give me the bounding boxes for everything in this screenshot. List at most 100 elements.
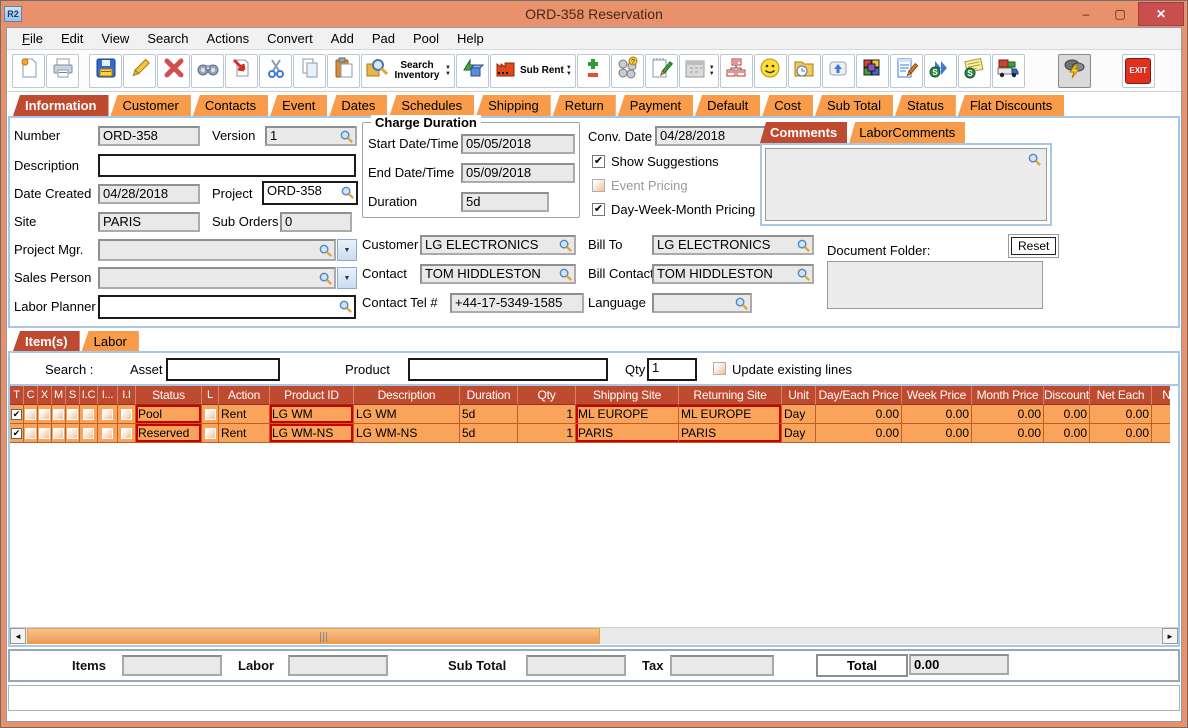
cell-week-price[interactable]: 0.00: [902, 405, 972, 424]
cell-m-checkbox[interactable]: [52, 424, 66, 443]
invoice-button[interactable]: S: [957, 53, 991, 88]
cell-qty[interactable]: 1: [518, 424, 576, 443]
labor-planner-search-icon[interactable]: [338, 299, 353, 314]
col-header-ic[interactable]: I.C: [80, 386, 98, 405]
project-mgr-search-icon[interactable]: [318, 243, 333, 258]
version-search-icon[interactable]: [339, 129, 354, 144]
cell-t-checkbox[interactable]: [10, 424, 24, 443]
cell-ii-checkbox[interactable]: [118, 424, 136, 443]
cell-action[interactable]: Rent: [219, 424, 270, 443]
cell-c-checkbox[interactable]: [24, 424, 38, 443]
cell-description[interactable]: LG WM-NS: [354, 424, 460, 443]
number-field[interactable]: ORD-358: [98, 126, 200, 146]
maximize-button[interactable]: ▢: [1114, 7, 1126, 21]
comments-search-icon[interactable]: [1027, 152, 1042, 167]
shortcut-key-button[interactable]: [821, 53, 855, 88]
project-mgr-dropdown[interactable]: ▼: [337, 239, 357, 261]
cell-net-price-partial[interactable]: [1152, 405, 1170, 424]
cell-s-checkbox[interactable]: [66, 424, 80, 443]
tab-labor-comments[interactable]: LaborComments: [849, 122, 966, 143]
cell-net-price-partial[interactable]: [1152, 424, 1170, 443]
cell-idots-checkbox[interactable]: [98, 405, 118, 424]
col-header-day-each-price[interactable]: Day/Each Price: [816, 386, 902, 405]
col-header-shipping-site[interactable]: Shipping Site: [576, 386, 679, 405]
qty-input[interactable]: 1: [647, 358, 697, 381]
tab-schedules[interactable]: Schedules: [389, 95, 475, 116]
sub-rent-dropdown-icon[interactable]: ▼ ▼: [565, 64, 572, 77]
quick-actions-button[interactable]: [1057, 53, 1091, 88]
comments-textarea[interactable]: [765, 148, 1047, 221]
menu-actions[interactable]: Actions: [206, 31, 250, 46]
tab-comments[interactable]: Comments: [760, 122, 848, 143]
cell-s-checkbox[interactable]: [66, 405, 80, 424]
cell-discount[interactable]: 0.00: [1044, 405, 1090, 424]
sub-rent-button[interactable]: Sub Rent ▼ ▼: [489, 53, 576, 88]
calendar-button[interactable]: ▼ ▼: [678, 53, 719, 88]
notes-button[interactable]: [644, 53, 678, 88]
col-header-discount[interactable]: Discount: [1044, 386, 1090, 405]
product-input[interactable]: [408, 358, 608, 381]
bill-to-search-icon[interactable]: [796, 238, 811, 253]
update-lines-checkbox[interactable]: [713, 362, 726, 375]
description-field[interactable]: [98, 154, 356, 177]
smiley-button[interactable]: [753, 53, 787, 88]
minimize-button[interactable]: –: [1082, 7, 1090, 21]
paste-button[interactable]: [327, 53, 360, 88]
col-header-l[interactable]: L: [202, 386, 219, 405]
search-inventory-button[interactable]: Search Inventory ▼ ▼: [361, 53, 455, 88]
bill-to-field[interactable]: LG ELECTRONICS: [652, 235, 814, 255]
end-date-field[interactable]: 05/09/2018: [461, 163, 575, 183]
language-field[interactable]: [652, 293, 752, 313]
tab-customer[interactable]: Customer: [110, 95, 191, 116]
cell-l-checkbox[interactable]: [202, 424, 219, 443]
edit-button[interactable]: [123, 53, 156, 88]
sub-orders-field[interactable]: 0: [280, 212, 352, 232]
tab-payment[interactable]: Payment: [617, 95, 694, 116]
cell-t-checkbox[interactable]: [10, 405, 24, 424]
col-header-net-each[interactable]: Net Each: [1090, 386, 1152, 405]
delete-button[interactable]: [157, 53, 190, 88]
folder-history-button[interactable]: [787, 53, 821, 88]
search-inventory-dropdown-icon[interactable]: ▼ ▼: [445, 64, 451, 77]
cell-duration[interactable]: 5d: [460, 405, 518, 424]
pool-button[interactable]: ?: [610, 53, 644, 88]
tab-information[interactable]: Information: [13, 95, 109, 116]
col-header-ii[interactable]: I.I: [118, 386, 136, 405]
col-header-week-price[interactable]: Week Price: [902, 386, 972, 405]
cell-week-price[interactable]: 0.00: [902, 424, 972, 443]
cell-net-each[interactable]: 0.00: [1090, 424, 1152, 443]
cut-button[interactable]: [259, 53, 292, 88]
col-header-unit[interactable]: Unit: [782, 386, 816, 405]
hierarchy-button[interactable]: [719, 53, 753, 88]
bill-contact-search-icon[interactable]: [796, 267, 811, 282]
horizontal-scrollbar[interactable]: ◄ ►: [10, 627, 1178, 644]
tab-status[interactable]: Status: [894, 95, 956, 116]
col-header-c[interactable]: C: [24, 386, 38, 405]
col-header-net-price-partial[interactable]: N: [1152, 386, 1170, 405]
menu-add[interactable]: Add: [330, 31, 354, 46]
cell-day-each-price[interactable]: 0.00: [816, 424, 902, 443]
cell-unit[interactable]: Day: [782, 405, 816, 424]
document-folder-area[interactable]: [827, 261, 1043, 309]
cell-x-checkbox[interactable]: [38, 424, 52, 443]
cell-ic-checkbox[interactable]: [80, 424, 98, 443]
truck-button[interactable]: [991, 53, 1025, 88]
table-row[interactable]: Reserved Rent LG WM-NS LG WM-NS 5d 1 PAR…: [10, 424, 1170, 443]
cell-c-checkbox[interactable]: [24, 405, 38, 424]
cell-day-each-price[interactable]: 0.00: [816, 405, 902, 424]
cell-status[interactable]: Reserved: [136, 424, 202, 443]
bill-contact-field[interactable]: TOM HIDDLESTON: [652, 264, 814, 284]
labor-planner-field[interactable]: [98, 295, 356, 319]
tab-event[interactable]: Event: [270, 95, 328, 116]
col-header-m[interactable]: M: [52, 386, 66, 405]
col-header-t[interactable]: T: [10, 386, 24, 405]
col-header-returning-site[interactable]: Returning Site: [679, 386, 782, 405]
cell-month-price[interactable]: 0.00: [972, 405, 1044, 424]
table-row[interactable]: Pool Rent LG WM LG WM 5d 1 ML EUROPE ML …: [10, 405, 1170, 424]
cell-unit[interactable]: Day: [782, 424, 816, 443]
cell-idots-checkbox[interactable]: [98, 424, 118, 443]
scrollbar-thumb[interactable]: [27, 628, 600, 644]
transfer-button[interactable]: [225, 53, 258, 88]
site-field[interactable]: PARIS: [98, 212, 200, 232]
contact-tel-field[interactable]: +44-17-5349-1585: [450, 293, 584, 313]
